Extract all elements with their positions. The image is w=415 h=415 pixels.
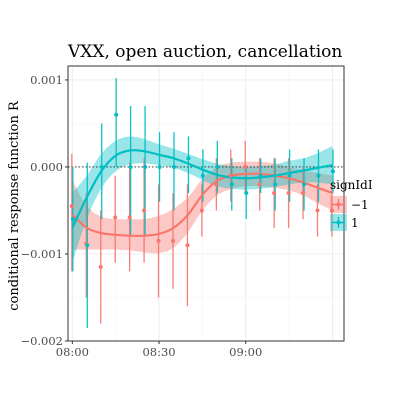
- y-axis-ticks: 0.001 0.000 −0.001 −0.002: [20, 73, 68, 348]
- data-point-series-1: [258, 173, 263, 178]
- panel-background: [68, 66, 344, 341]
- x-tick-label: 09:00: [229, 345, 262, 359]
- data-point-series-0: [214, 182, 219, 187]
- data-point-series-1: [200, 173, 205, 178]
- data-point-series-1: [128, 164, 133, 169]
- data-point-series-1: [143, 164, 148, 169]
- data-point-series-0: [199, 208, 204, 213]
- data-point-series-1: [302, 182, 307, 187]
- data-point-series-0: [228, 173, 233, 178]
- panel-border: [67, 65, 345, 342]
- y-tick-label: −0.001: [20, 247, 63, 261]
- legend-label-series-1: 1: [351, 216, 359, 230]
- data-point-series-1: [215, 164, 220, 169]
- data-point-series-0: [301, 191, 306, 196]
- y-axis-label-group: conditional response function R: [7, 100, 22, 311]
- legend-label-series-0: −1: [351, 198, 369, 212]
- y-tick-label: 0.001: [30, 73, 63, 87]
- x-tick-label: 08:30: [142, 345, 175, 359]
- y-axis-label: conditional response function R: [7, 100, 22, 311]
- y-tick-label: −0.002: [20, 334, 63, 348]
- data-point-series-1: [244, 191, 249, 196]
- data-point-series-1: [273, 182, 278, 187]
- data-points: [69, 112, 335, 270]
- data-point-series-1: [99, 164, 104, 169]
- data-point-series-0: [142, 208, 147, 213]
- data-point-series-0: [127, 215, 132, 220]
- y-tick-label: 0.000: [30, 160, 63, 174]
- data-point-series-0: [69, 204, 74, 209]
- data-point-series-1: [316, 173, 321, 178]
- legend-key-point-series-0: [336, 202, 341, 207]
- data-point-series-0: [156, 238, 161, 243]
- ribbon-series-1: [72, 136, 333, 263]
- data-point-series-1: [287, 173, 292, 178]
- smooth-lines: [71, 149, 333, 237]
- data-point-series-0: [329, 208, 334, 213]
- smooth-line-series-1: [71, 149, 333, 229]
- data-point-series-1: [114, 112, 119, 117]
- data-point-series-1: [186, 156, 191, 161]
- data-point-series-1: [157, 164, 162, 169]
- x-axis-ticks: 08:00 08:30 09:00: [56, 341, 262, 359]
- data-point-series-1: [229, 182, 234, 187]
- data-point-series-1: [70, 217, 75, 222]
- data-point-series-1: [171, 164, 176, 169]
- data-point-series-1: [85, 243, 90, 248]
- data-point-series-0: [185, 243, 190, 248]
- data-point-series-0: [286, 191, 291, 196]
- data-point-series-0: [113, 215, 118, 220]
- x-tick-label: 08:00: [56, 345, 89, 359]
- chart-title: VXX, open auction, cancellation: [67, 42, 342, 62]
- legend: signIdI −1 1: [330, 178, 373, 231]
- smooth-line-series-0: [71, 172, 333, 237]
- data-point-series-0: [98, 265, 103, 270]
- data-point-series-0: [315, 208, 320, 213]
- data-point-series-1: [330, 169, 335, 174]
- data-point-series-0: [272, 191, 277, 196]
- plot-panel: [67, 65, 345, 342]
- data-point-series-0: [170, 238, 175, 243]
- legend-title: signIdI: [330, 178, 373, 192]
- data-point-series-0: [243, 164, 248, 169]
- data-point-series-0: [257, 182, 262, 187]
- legend-key-point-series-1: [336, 220, 341, 225]
